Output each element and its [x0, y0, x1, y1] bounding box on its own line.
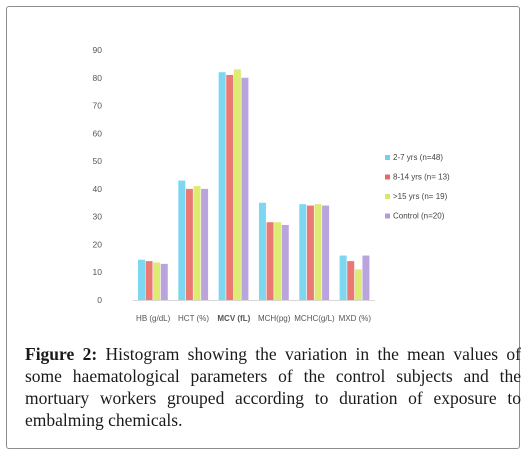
bar — [185, 188, 193, 300]
bar — [137, 259, 145, 300]
bar — [299, 204, 307, 300]
figure-frame: 0 10 20 30 40 50 60 70 80 90 HB (g/dL) HCT (%) MCV (… — [6, 6, 521, 449]
y-tick-label: 80 — [93, 73, 103, 83]
caption-text: Histogram showing the variation in the m… — [25, 344, 521, 430]
legend-label: 2-7 yrs (n=48) — [393, 153, 443, 162]
y-tick-label: 70 — [93, 101, 103, 111]
bar — [153, 262, 161, 300]
caption-label: Figure 2: — [25, 344, 98, 364]
bar — [339, 255, 347, 300]
x-category-label: HCT (%) — [178, 314, 209, 323]
y-tick-label: 10 — [93, 267, 103, 277]
bar — [266, 222, 274, 300]
legend-label: >15 yrs (n= 19) — [393, 192, 448, 201]
y-tick-label: 30 — [93, 212, 103, 222]
x-category-label: MXD (%) — [339, 314, 372, 323]
bar — [314, 204, 322, 300]
bar — [226, 75, 234, 300]
bar — [233, 69, 241, 300]
legend-swatch — [385, 155, 390, 160]
x-category-label: MCV (fL) — [217, 314, 250, 323]
bar — [160, 263, 168, 300]
bar — [201, 188, 209, 300]
bar — [193, 186, 201, 300]
legend-swatch — [385, 174, 390, 180]
legend-swatch — [385, 213, 390, 219]
bar — [322, 205, 330, 300]
bar — [178, 180, 186, 300]
y-tick-label: 90 — [93, 45, 103, 55]
bar-chart: 0 10 20 30 40 50 60 70 80 90 HB (g/dL) HCT (%) MCV (… — [93, 45, 450, 323]
bar — [362, 255, 370, 300]
x-category-label: MCH(pg) — [258, 314, 291, 323]
bar — [145, 261, 153, 300]
bar — [281, 225, 289, 300]
y-tick-label: 0 — [97, 295, 102, 305]
y-tick-label: 50 — [93, 156, 103, 166]
bar — [258, 202, 266, 300]
legend-label: 8-14 yrs (n= 13) — [393, 173, 450, 182]
x-category-label: HB (g/dL) — [136, 314, 171, 323]
y-tick-label: 60 — [93, 128, 103, 138]
bar — [354, 269, 362, 300]
bar — [218, 72, 226, 300]
y-tick-label: 20 — [93, 239, 103, 249]
bar — [241, 77, 249, 301]
bar — [274, 222, 282, 300]
y-tick-label: 40 — [93, 184, 103, 194]
legend-label: Control (n=20) — [393, 212, 445, 221]
bar — [347, 261, 355, 300]
legend-swatch — [385, 194, 390, 199]
figure-caption: Figure 2: Histogram showing the variatio… — [25, 343, 521, 431]
x-category-label: MCHC(g/L) — [294, 314, 335, 323]
bar — [306, 205, 314, 300]
